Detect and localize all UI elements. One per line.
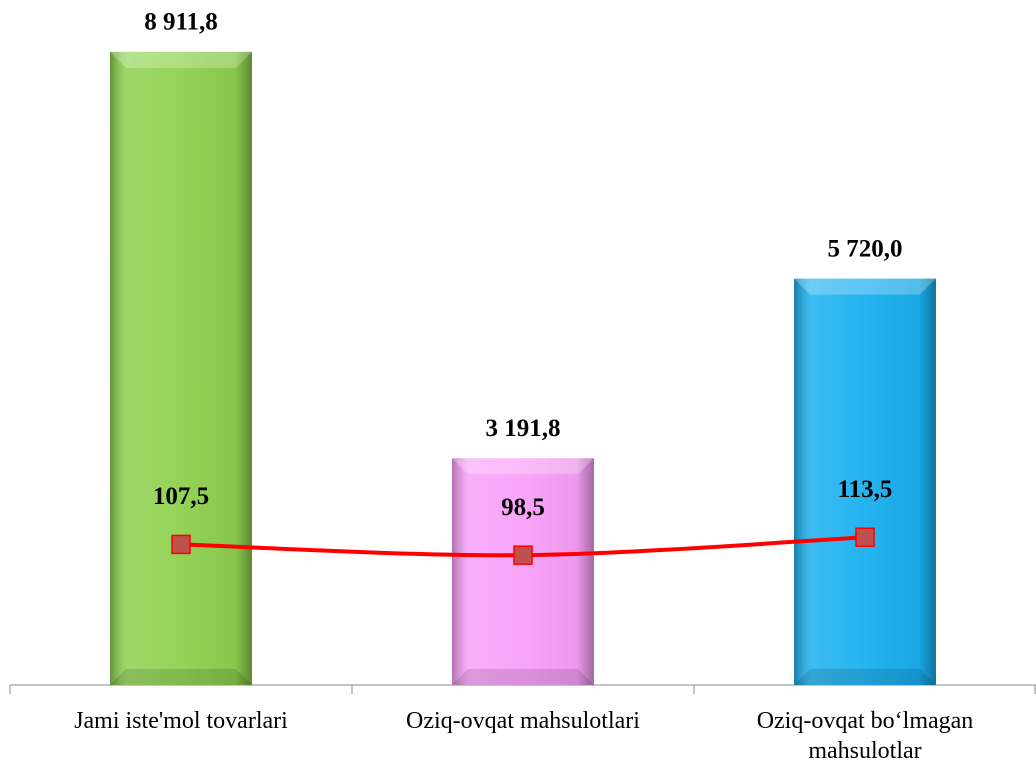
bar-top-bevel [110, 51, 252, 68]
data-label: 107,5 [153, 483, 209, 510]
line-marker [171, 534, 191, 555]
x-tick-label: Jami iste'mol tovarlari [74, 708, 288, 734]
bar-bottom-bevel [452, 669, 594, 685]
bar-shading [794, 278, 936, 685]
data-label: 5 720,0 [828, 235, 903, 262]
data-label: 3 191,8 [486, 415, 561, 442]
bar-bottom-bevel [110, 669, 252, 685]
bar-bottom-bevel [794, 669, 936, 685]
x-tick-label: Oziq-ovqat mahsulotlari [406, 708, 640, 734]
bar-top-bevel [452, 458, 594, 475]
data-label: 8 911,8 [144, 9, 218, 36]
x-tick-label: Oziq-ovqat bo‘lmagan mahsulotlar [756, 708, 974, 764]
bar-top-bevel [794, 278, 936, 295]
bar-shading [452, 458, 594, 685]
data-label: 98,5 [501, 494, 545, 521]
line-marker [513, 545, 533, 565]
bar-shading [110, 51, 252, 686]
data-label: 113,5 [838, 476, 893, 503]
line-marker [855, 527, 875, 547]
